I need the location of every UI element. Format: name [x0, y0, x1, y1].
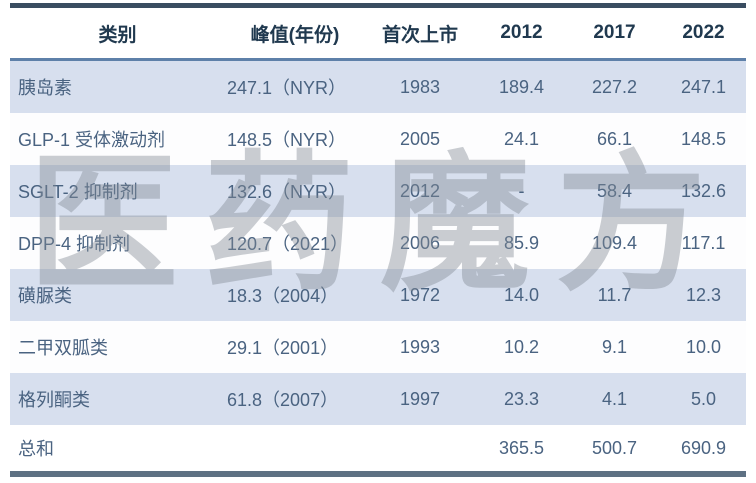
- table-row-sulfonylurea: 磺脲类 18.3（2004） 1972 14.0 11.7 12.3: [10, 269, 746, 321]
- header-separator-line: [10, 58, 746, 61]
- column-header-2012: 2012: [500, 22, 543, 43]
- column-header-2017: 2017: [593, 22, 636, 43]
- cell-first-launch: [365, 425, 475, 471]
- cell-2022: 690.9: [680, 437, 727, 458]
- cell-2017: 11.7: [597, 284, 632, 305]
- cell-2017: 9.1: [601, 336, 628, 357]
- cell-2012: 14.0: [503, 284, 540, 305]
- cell-peak-year: 61.8（2007）: [227, 390, 339, 410]
- table-bottom-border: [10, 471, 746, 477]
- cell-2012: -: [518, 180, 525, 201]
- table-row-glp1: GLP-1 受体激动剂 148.5（NYR） 2005 24.1 66.1 14…: [10, 113, 746, 165]
- table-top-border: [10, 3, 746, 8]
- cell-peak-year: 132.6（NYR）: [227, 182, 347, 202]
- table-row-dpp4: DPP-4 抑制剂 120.7（2021） 2006 85.9 109.4 11…: [10, 217, 746, 269]
- table-header-row: 类别 峰值(年份) 首次上市 2012 2017 2022: [10, 8, 746, 58]
- table-row-metformin: 二甲双胍类 29.1（2001） 1993 10.2 9.1 10.0: [10, 321, 746, 373]
- cell-first-launch: 2012: [399, 180, 441, 201]
- cell-peak-year: [225, 425, 365, 471]
- cell-2017: 227.2: [591, 76, 638, 97]
- cell-first-launch: 1997: [399, 388, 441, 409]
- diabetes-drug-sales-table: 类别 峰值(年份) 首次上市 2012 2017 2022 胰岛素 247.1（…: [10, 3, 746, 477]
- cell-peak-year: 18.3（2004）: [227, 286, 339, 306]
- cell-category: 胰岛素: [18, 78, 72, 98]
- cell-first-launch: 2006: [399, 232, 441, 253]
- cell-2022: 12.3: [685, 284, 722, 305]
- cell-2012: 10.2: [503, 336, 540, 357]
- cell-first-launch: 1983: [399, 76, 441, 97]
- table-row-sglt2: SGLT-2 抑制剂 132.6（NYR） 2012 - 58.4 132.6: [10, 165, 746, 217]
- cell-2017: 58.4: [596, 180, 633, 201]
- cell-2017: 4.1: [601, 388, 628, 409]
- column-header-peak-year: 峰值(年份): [250, 24, 340, 46]
- cell-category: 二甲双胍类: [18, 338, 108, 358]
- cell-2012: 365.5: [498, 437, 545, 458]
- cell-peak-year: 120.7（2021）: [227, 234, 349, 254]
- cell-2022: 10.0: [685, 336, 722, 357]
- cell-category: 磺脲类: [18, 286, 72, 306]
- cell-first-launch: 1972: [399, 284, 441, 305]
- column-header-category: 类别: [98, 24, 137, 46]
- cell-2017: 500.7: [591, 437, 638, 458]
- column-header-2022: 2022: [682, 22, 725, 43]
- column-header-first-launch: 首次上市: [381, 24, 458, 46]
- cell-2022: 117.1: [681, 232, 726, 253]
- cell-2012: 85.9: [503, 232, 540, 253]
- cell-peak-year: 247.1（NYR）: [227, 78, 347, 98]
- cell-2022: 148.5: [680, 128, 727, 149]
- cell-2022: 5.0: [690, 388, 717, 409]
- cell-peak-year: 29.1（2001）: [227, 338, 339, 358]
- cell-peak-year: 148.5（NYR）: [227, 130, 347, 150]
- cell-2012: 23.3: [503, 388, 540, 409]
- cell-first-launch: 2005: [399, 128, 441, 149]
- table-row-total: 总和 365.5 500.7 690.9: [10, 425, 746, 471]
- cell-category: SGLT-2 抑制剂: [18, 182, 138, 202]
- cell-2022: 132.6: [680, 180, 727, 201]
- table-row-glitazone: 格列酮类 61.8（2007） 1997 23.3 4.1 5.0: [10, 373, 746, 425]
- cell-category: GLP-1 受体激动剂: [18, 130, 166, 150]
- cell-category: DPP-4 抑制剂: [18, 234, 131, 254]
- table-row-insulin: 胰岛素 247.1（NYR） 1983 189.4 227.2 247.1: [10, 61, 746, 113]
- cell-category: 格列酮类: [18, 390, 90, 410]
- cell-2012: 189.4: [498, 76, 545, 97]
- cell-2017: 109.4: [591, 232, 638, 253]
- cell-2017: 66.1: [596, 128, 633, 149]
- cell-category: 总和: [18, 439, 54, 459]
- cell-2022: 247.1: [680, 76, 727, 97]
- cell-2012: 24.1: [503, 128, 540, 149]
- cell-first-launch: 1993: [399, 336, 441, 357]
